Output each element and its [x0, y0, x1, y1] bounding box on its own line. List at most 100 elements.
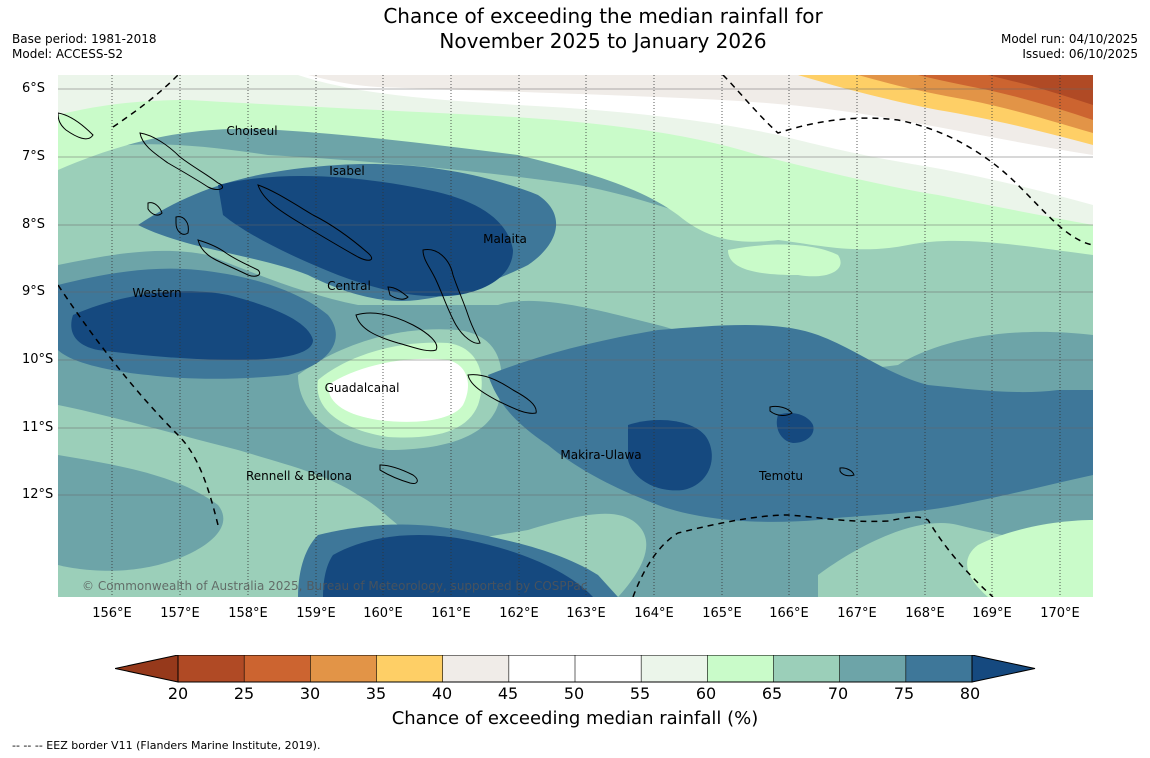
contour-band-over-80 — [71, 291, 313, 360]
colorbar-cell — [905, 655, 973, 683]
region-label-choiseul: Choiseul — [226, 124, 278, 138]
lon-label: 157°E — [160, 606, 200, 621]
lat-label: 7°S — [22, 149, 46, 164]
model-run: Model run: 04/10/2025 — [1000, 32, 1138, 46]
colorbar-cell — [508, 655, 576, 683]
island-isabel — [257, 184, 373, 261]
colorbar-tick: 45 — [497, 684, 519, 703]
colorbar-tick: 40 — [431, 684, 453, 703]
longitude-gridlines — [111, 75, 1061, 597]
contour-band-60-65 — [967, 520, 1093, 597]
lat-label: 10°S — [22, 352, 54, 367]
colorbar-tick: 80 — [959, 684, 981, 703]
island-rennell — [379, 464, 418, 484]
colorbar-cell — [773, 655, 841, 683]
lon-label: 159°E — [296, 606, 336, 621]
meta-left: Base period: 1981-2018 Model: ACCESS-S2 — [12, 32, 157, 62]
colorbar-cell — [177, 655, 245, 683]
colorbar-tick: 65 — [761, 684, 783, 703]
island-small — [147, 202, 163, 216]
coastlines — [58, 112, 855, 484]
lon-label: 169°E — [972, 606, 1012, 621]
lat-label: 6°S — [22, 81, 46, 96]
island-small — [839, 467, 855, 477]
lon-label: 156°E — [92, 606, 132, 621]
island-malaita — [422, 249, 481, 344]
colorbar — [115, 655, 1036, 683]
contour-band-over-80 — [628, 420, 712, 491]
colorbar-label: Chance of exceeding median rainfall (%) — [391, 708, 759, 729]
lon-label: 170°E — [1040, 606, 1080, 621]
lat-label: 8°S — [22, 217, 46, 232]
lon-label: 160°E — [363, 606, 403, 621]
eez-border-east — [722, 75, 1093, 246]
lon-label: 161°E — [431, 606, 471, 621]
colorbar-cells — [177, 655, 973, 683]
map-title: Chance of exceeding the median rainfall … — [330, 4, 876, 54]
meta-right: Model run: 04/10/2025 Issued: 06/10/2025 — [1001, 32, 1138, 62]
colorbar-tick: 75 — [893, 684, 915, 703]
island-florida — [387, 286, 409, 300]
map-panel: © Commonwealth of Australia 2025, Bureau… — [58, 75, 1093, 597]
island-guadalcanal — [355, 312, 438, 352]
colorbar-tick: 50 — [563, 684, 585, 703]
island-makira — [467, 374, 537, 414]
lat-label: 12°S — [22, 487, 54, 502]
contour-band-70-75 — [58, 455, 224, 571]
colorbar-cell — [640, 655, 709, 683]
colorbar-tick: 60 — [695, 684, 717, 703]
lon-label: 158°E — [228, 606, 268, 621]
title-line-2: November 2025 to January 2026 — [439, 29, 767, 53]
colorbar-under-arrow — [115, 655, 179, 683]
island-new-georgia — [197, 239, 261, 277]
lon-label: 167°E — [837, 606, 877, 621]
lon-label: 165°E — [702, 606, 742, 621]
issued-date: Issued: 06/10/2025 — [1022, 47, 1138, 61]
contour-band-over-80 — [218, 175, 513, 297]
region-label-guadalcanal: Guadalcanal — [324, 381, 400, 395]
colorbar-tick: 30 — [299, 684, 321, 703]
island-small — [175, 216, 189, 235]
contour-band-60-65 — [728, 244, 841, 277]
colorbar-cell — [442, 655, 510, 683]
island-bougainville — [58, 112, 94, 140]
colorbar-cell — [243, 655, 312, 683]
lon-label: 168°E — [905, 606, 945, 621]
region-label-rennell-bellona: Rennell & Bellona — [245, 469, 353, 483]
colorbar-tick: 55 — [629, 684, 651, 703]
contour-band-over-80 — [323, 535, 593, 597]
colorbar-tick: 25 — [233, 684, 255, 703]
colorbar-frame — [177, 655, 973, 683]
map-canvas — [58, 75, 1093, 597]
region-label-central: Central — [327, 279, 371, 293]
lon-label: 164°E — [634, 606, 674, 621]
region-label-western: Western — [132, 286, 182, 300]
latitude-gridlines — [58, 88, 1093, 496]
island-santa-cruz — [769, 405, 793, 416]
region-label-isabel: Isabel — [329, 164, 365, 178]
region-label-malaita: Malaita — [483, 232, 527, 246]
colorbar-tick: 20 — [167, 684, 189, 703]
colorbar-cell — [310, 655, 378, 683]
island-choiseul — [139, 132, 223, 190]
colorbar-cell — [376, 655, 444, 683]
lat-label: 9°S — [22, 284, 46, 299]
contour-band-20-25 — [988, 75, 1093, 105]
base-period: Base period: 1981-2018 — [12, 32, 157, 46]
colorbar-cell — [574, 655, 642, 683]
lon-label: 162°E — [499, 606, 539, 621]
eez-border-west — [58, 284, 219, 526]
region-label-temotu: Temotu — [758, 469, 804, 483]
title-line-1: Chance of exceeding the median rainfall … — [383, 4, 823, 28]
region-label-makira-ulawa: Makira-Ulawa — [560, 448, 642, 462]
contour-band-50-55 — [328, 358, 468, 422]
colorbar-tick: 70 — [827, 684, 849, 703]
model-name: Model: ACCESS-S2 — [12, 47, 124, 61]
lat-label: 11°S — [22, 420, 54, 435]
eez-borders — [58, 75, 1093, 597]
colorbar-tick: 35 — [365, 684, 387, 703]
colorbar-cell — [707, 655, 775, 683]
colorbar-cell — [839, 655, 907, 683]
lon-label: 166°E — [769, 606, 809, 621]
copyright-notice: © Commonwealth of Australia 2025, Bureau… — [82, 579, 588, 593]
